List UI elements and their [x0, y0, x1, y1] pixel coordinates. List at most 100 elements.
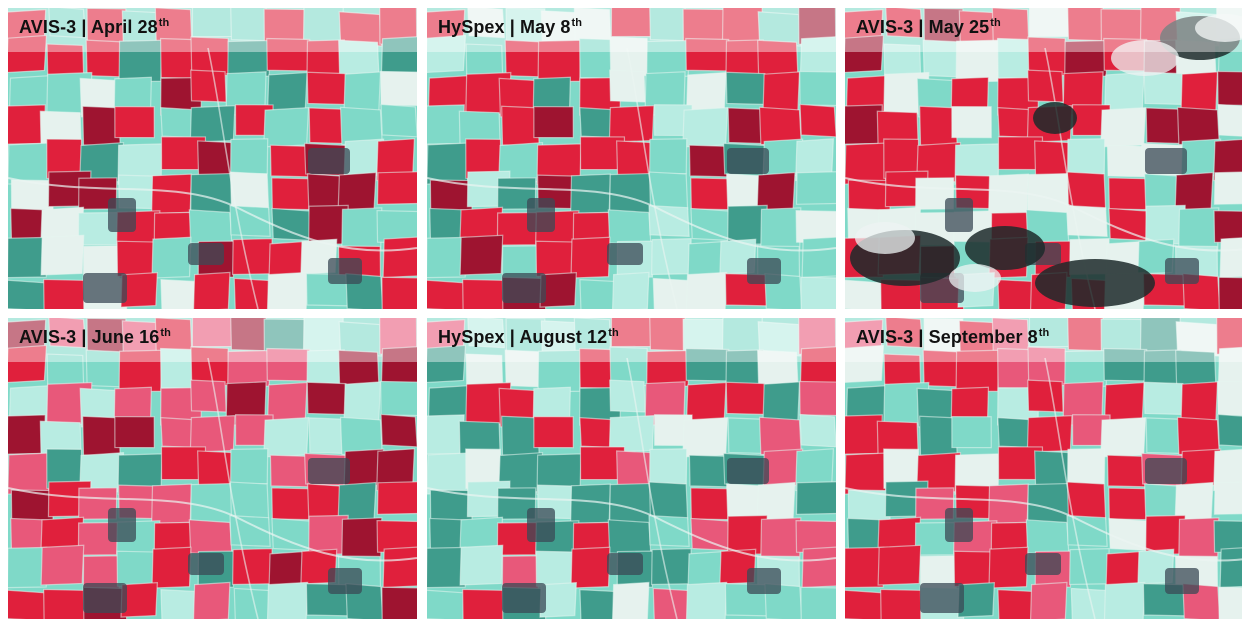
false-color-scene [8, 8, 417, 309]
false-color-scene [845, 8, 1242, 309]
village [747, 568, 781, 594]
field-parcel [1069, 547, 1110, 586]
field-parcel [1067, 448, 1106, 485]
field-parcel [427, 104, 465, 145]
field-parcel [8, 236, 48, 279]
village [607, 553, 643, 575]
title-bar [8, 8, 417, 52]
field-parcel [688, 144, 730, 178]
field-parcel [845, 142, 888, 185]
village [1145, 148, 1187, 174]
field-parcel [648, 171, 689, 210]
village [945, 508, 973, 542]
field-parcel [799, 380, 836, 417]
field-parcel [8, 279, 47, 309]
field-parcel [306, 381, 348, 416]
field-parcel [951, 105, 992, 139]
field-parcel [462, 588, 507, 619]
cloud-shadow [965, 226, 1045, 270]
field-parcel [230, 138, 269, 175]
field-parcel [188, 209, 233, 246]
village [920, 583, 964, 613]
field-parcel [427, 589, 466, 619]
roads [8, 47, 417, 309]
field-parcel [467, 8, 506, 39]
field-parcel [611, 581, 650, 619]
village [108, 508, 136, 542]
roads [427, 357, 836, 619]
field-parcel [1027, 379, 1064, 413]
village [727, 458, 769, 484]
field-parcel [380, 346, 417, 388]
field-parcel [427, 236, 467, 279]
panel-title: HySpex | August 12th [438, 327, 619, 347]
village-clusters [83, 458, 362, 613]
field-parcel [151, 546, 192, 589]
field-parcel [188, 519, 233, 556]
field-parcel [427, 344, 467, 384]
field-parcel [845, 279, 884, 309]
cloud-shadow [1035, 259, 1155, 307]
field-parcel [795, 209, 836, 244]
village-clusters [920, 458, 1199, 613]
village [188, 553, 224, 575]
image-panel-may-25: AVIS-3 | May 25th [845, 8, 1242, 309]
village [1165, 258, 1199, 284]
image-panel-september-8: AVIS-3 | September 8th [845, 318, 1242, 619]
field-parcel [845, 589, 884, 619]
field-parcel [579, 588, 624, 619]
field-parcel [1145, 107, 1183, 145]
field-parcel [727, 107, 765, 145]
field-parcel [151, 236, 192, 279]
field-parcel [376, 209, 417, 244]
field-parcel [114, 105, 155, 139]
field-parcel [1143, 381, 1185, 416]
field-parcel [271, 517, 312, 552]
field-mosaic [8, 318, 417, 619]
field-parcel [192, 581, 231, 619]
field-parcel [988, 546, 1029, 589]
field-parcel [1106, 144, 1148, 178]
field-parcel [649, 138, 688, 175]
field-parcel [382, 236, 417, 279]
field-parcel [801, 546, 836, 589]
field-parcel [8, 34, 48, 74]
field-parcel [1213, 138, 1242, 182]
field-parcel [725, 381, 767, 416]
field-parcel [1103, 581, 1146, 619]
field-parcel [380, 413, 417, 448]
field-parcel [1145, 417, 1183, 455]
village [527, 198, 555, 232]
field-parcel [727, 417, 765, 455]
field-parcel [799, 103, 836, 138]
field-parcel [308, 107, 346, 145]
field-parcel [269, 144, 311, 178]
road [207, 357, 259, 619]
field-parcel [953, 550, 996, 588]
field-parcel [229, 481, 270, 520]
field-parcel [381, 276, 417, 309]
village [83, 583, 127, 613]
field-parcel [1213, 481, 1242, 515]
field-parcel [607, 209, 652, 246]
roads [427, 47, 836, 309]
field-parcel [306, 71, 348, 106]
field-parcel [1178, 517, 1220, 562]
village [308, 458, 350, 484]
field-parcel [1217, 70, 1242, 106]
field-parcel [459, 234, 504, 276]
field-parcel [799, 70, 836, 107]
field-parcel [579, 278, 624, 309]
village [83, 273, 127, 303]
field-parcel [263, 107, 310, 148]
field-parcel [685, 581, 728, 619]
field-parcel [533, 415, 574, 449]
field-parcel [8, 142, 51, 185]
field-parcel [263, 417, 310, 458]
field-parcel [845, 104, 883, 145]
field-parcel [308, 417, 346, 455]
road [626, 47, 678, 309]
field-parcel [427, 452, 470, 495]
field-parcel [877, 544, 922, 586]
field-parcel [1108, 517, 1149, 552]
